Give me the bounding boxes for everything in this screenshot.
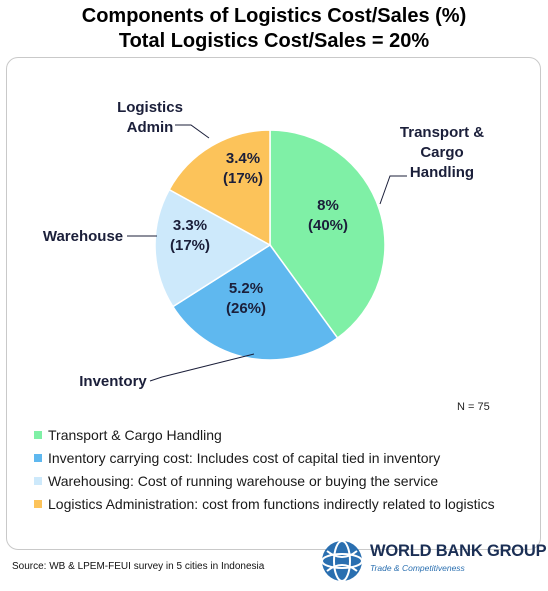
source-note: Source: WB & LPEM-FEUI survey in 5 citie… — [12, 561, 265, 572]
legend-swatch — [34, 453, 42, 462]
world-bank-logo: WORLD BANK GROUP Trade & Competitiveness — [318, 538, 547, 584]
legend-swatch — [34, 499, 42, 508]
legend-label: Transport & Cargo Handling — [48, 426, 222, 443]
slice-callout-2: Inventory — [79, 373, 147, 390]
sample-size-note: N = 75 — [457, 401, 490, 413]
slice-callout-1: Transport & — [400, 124, 484, 141]
legend-label: Warehousing: Cost of running warehouse o… — [48, 472, 439, 489]
slice-value-label-4: 3.4% — [226, 150, 260, 167]
callout-leader-4 — [175, 124, 210, 139]
legend-label: Inventory carrying cost: Includes cost o… — [48, 449, 441, 466]
legend-swatch — [34, 430, 42, 439]
title-line-2: Total Logistics Cost/Sales = 20% — [118, 30, 430, 52]
legend-item-4: Logistics Administration: cost from func… — [34, 492, 495, 515]
slice-callout-3: Warehouse — [43, 228, 123, 245]
slice-callout-1: Cargo — [420, 144, 463, 161]
slice-value-label-3: 3.3% — [173, 217, 207, 234]
logo-name: WORLD BANK GROUP — [370, 542, 547, 560]
slice-share-label-2: (26%) — [226, 300, 266, 317]
legend-item-2: Inventory carrying cost: Includes cost o… — [34, 446, 495, 469]
slice-callout-1: Handling — [410, 164, 474, 181]
slice-value-label-2: 5.2% — [229, 280, 263, 297]
slice-share-label-4: (17%) — [223, 170, 263, 187]
pie-slice-2 — [171, 243, 339, 361]
logo-tagline: Trade & Competitiveness — [370, 563, 465, 573]
legend-swatch — [34, 476, 42, 485]
pie-slice-3 — [154, 188, 272, 308]
legend-label: Logistics Administration: cost from func… — [48, 495, 495, 512]
legend-item-1: Transport & Cargo Handling — [34, 423, 495, 446]
slice-callout-4: Logistics — [117, 99, 183, 116]
legend: Transport & Cargo Handling Inventory carr… — [34, 423, 495, 515]
slice-value-label-1: 8% — [317, 197, 339, 214]
callout-leader-1 — [379, 175, 407, 205]
slice-share-label-3: (17%) — [170, 237, 210, 254]
pie-slice-1 — [269, 129, 386, 340]
chart-title: Components of Logistics Cost/Sales (%) T… — [0, 4, 548, 54]
slice-callout-4: Admin — [127, 119, 174, 136]
pie-chart: 8% (40%) 5.2% (26%) 3.3% (17%) 3.4% (17%) Transp… — [43, 99, 484, 390]
slice-share-label-1: (40%) — [308, 217, 348, 234]
globe-icon — [321, 540, 363, 582]
callout-leader-2 — [149, 353, 255, 382]
pie-slice-4 — [168, 129, 271, 247]
title-line-1: Components of Logistics Cost/Sales (%) — [81, 5, 467, 27]
legend-item-3: Warehousing: Cost of running warehouse o… — [34, 469, 495, 492]
